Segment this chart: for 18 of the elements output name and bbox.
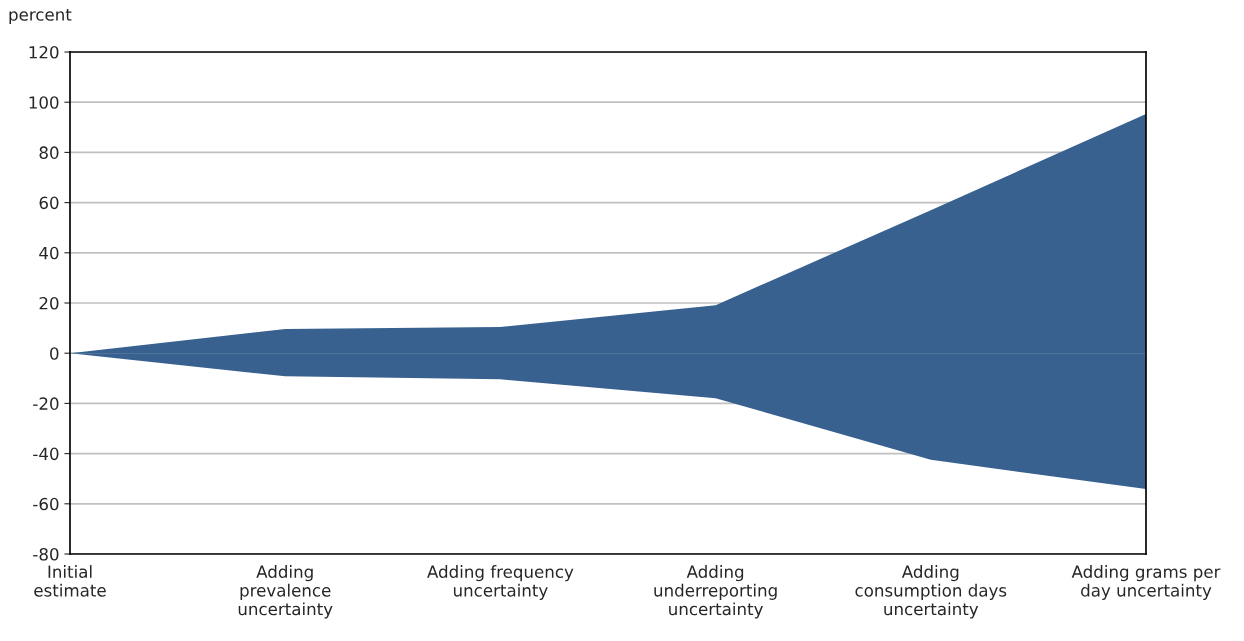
y-tick-label: 120 [29,45,59,59]
y-tick-label: 100 [29,96,59,109]
y-tick-label: 0 [50,347,59,360]
y-tick-label: -60 [33,497,59,511]
x-tick-label: Adding frequency uncertainty [427,565,574,600]
x-tick-label: Adding consumption days uncertainty [855,565,1007,619]
y-axis-title: percent [9,8,72,25]
x-tick-label: Adding underreporting uncertainty [654,565,777,619]
y-tick-label: -20 [33,397,59,410]
y-tick-label: -80 [33,547,59,561]
x-tick-label: Adding prevalence uncertainty [238,565,333,619]
y-tick-label: -40 [33,447,59,461]
y-tick-label: 60 [39,196,59,210]
x-tick-label: Adding grams per day uncertainty [1071,565,1221,600]
y-tick-label: 40 [39,246,59,260]
y-tick-label: 80 [39,146,59,159]
x-tick-label: Initial estimate [34,565,106,597]
y-tick-label: 20 [39,296,59,310]
